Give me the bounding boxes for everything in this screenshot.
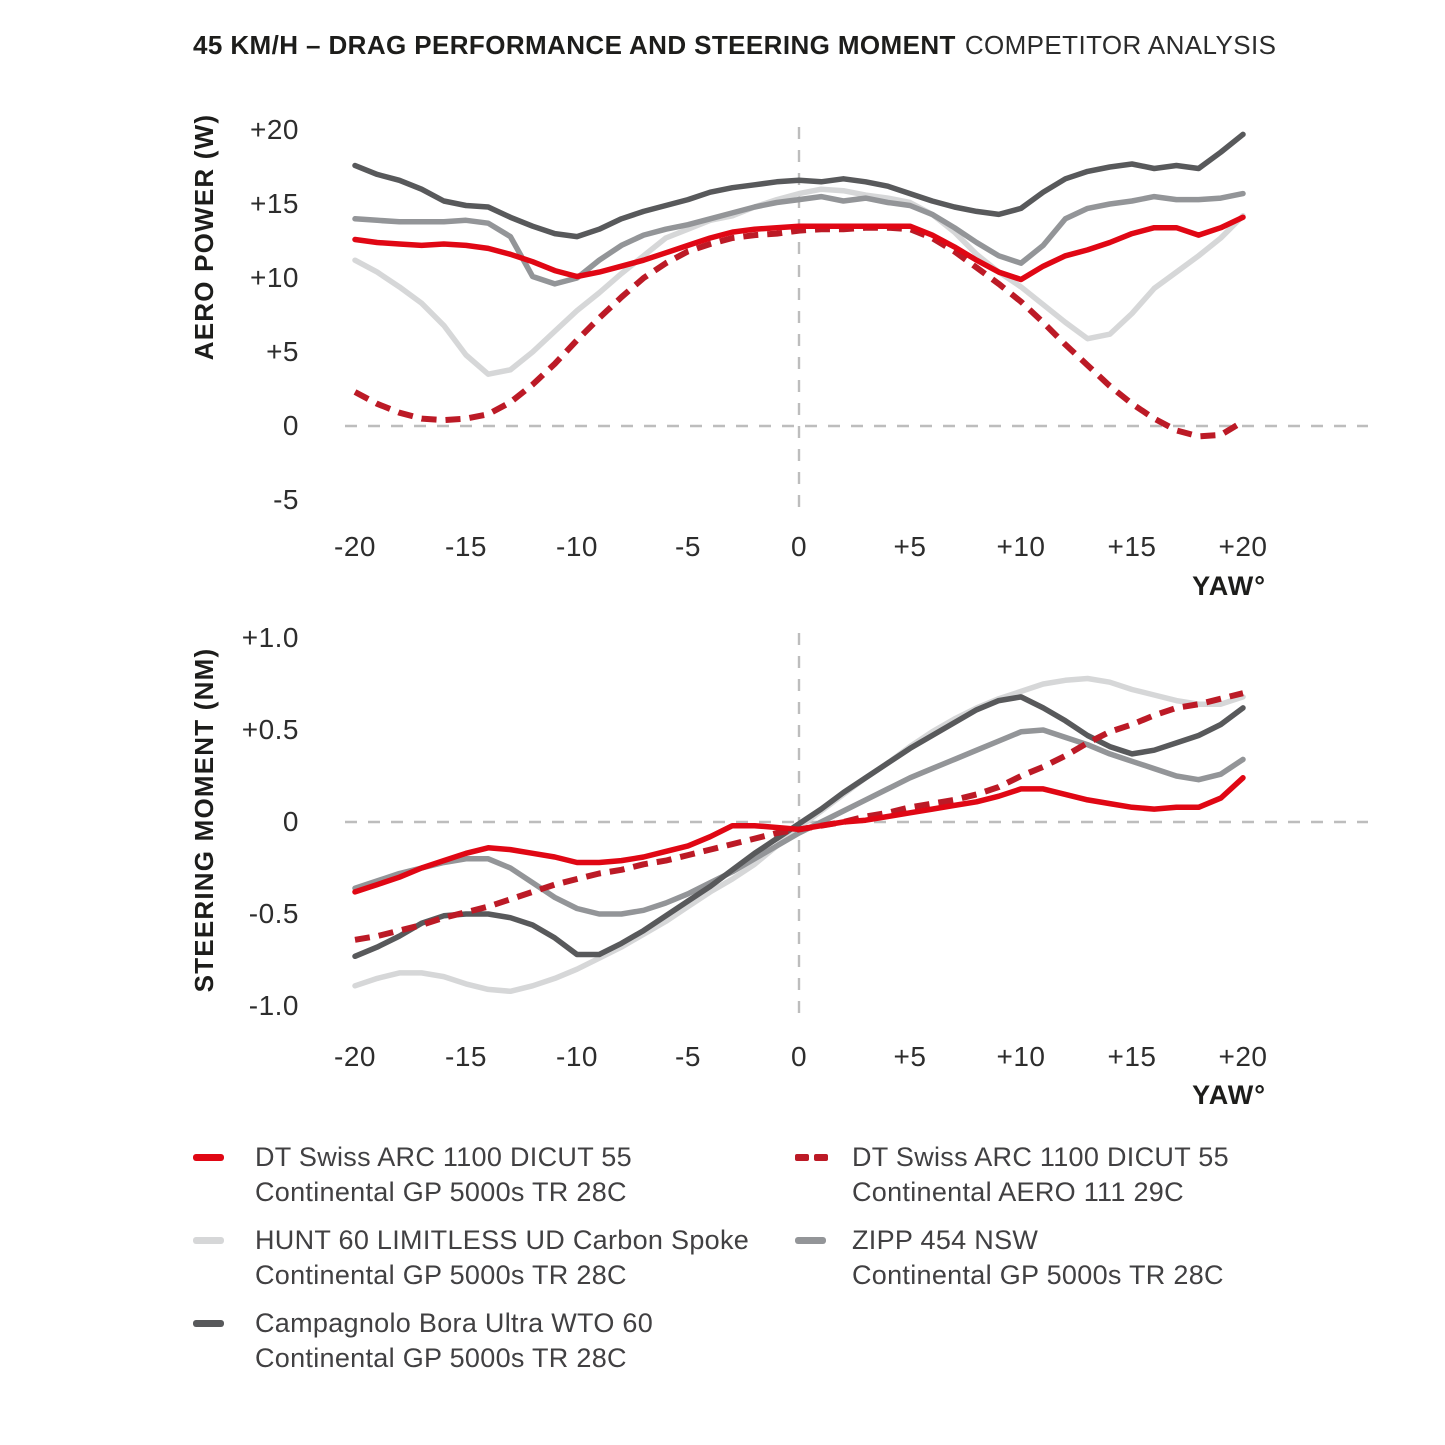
legend-swatch-red-dashed bbox=[814, 1154, 828, 1161]
aero_power-y-tick-label: +5 bbox=[266, 336, 299, 367]
legend-swatch-light-gray-solid bbox=[193, 1237, 224, 1244]
page-title: 45 KM/H – DRAG PERFORMANCE AND STEERING … bbox=[193, 30, 1276, 61]
steering_moment-y-tick-label: -1.0 bbox=[248, 990, 299, 1021]
aero_power-y-tick-label: +20 bbox=[250, 114, 299, 145]
aero_power-y-tick-label: +15 bbox=[250, 188, 299, 219]
steering_moment-x-tick-label: -20 bbox=[334, 1041, 376, 1072]
legend-item-name: ZIPP 454 NSW bbox=[852, 1225, 1039, 1255]
legend-item-name: Campagnolo Bora Ultra WTO 60 bbox=[255, 1308, 654, 1338]
steering_moment-x-tick-label: +10 bbox=[996, 1041, 1046, 1072]
legend-item-tire: Continental GP 5000s TR 28C bbox=[852, 1260, 1224, 1290]
steering_moment-y-tick-label: +0.5 bbox=[241, 714, 299, 745]
aero_power-x-tick-label: +15 bbox=[1107, 531, 1157, 562]
legend-item-name: DT Swiss ARC 1100 DICUT 55 bbox=[255, 1142, 632, 1172]
legend-item-name: DT Swiss ARC 1100 DICUT 55 bbox=[852, 1142, 1229, 1172]
steering_moment-x-tick-label: -5 bbox=[675, 1041, 701, 1072]
aero_power-series bbox=[353, 224, 1245, 440]
legend-swatch-dark-gray-solid bbox=[193, 1320, 224, 1327]
aero_power-x-tick-label: +5 bbox=[893, 531, 927, 562]
aero_power-series bbox=[352, 186, 1246, 377]
steering_moment-series bbox=[352, 675, 1246, 995]
aero_power-x-tick-label: +10 bbox=[996, 531, 1046, 562]
aero_power-x-tick-label: -15 bbox=[445, 531, 487, 562]
aero_power-series bbox=[352, 131, 1246, 240]
legend-item-tire: Continental GP 5000s TR 28C bbox=[255, 1177, 627, 1207]
title-suffix: COMPETITOR ANALYSIS bbox=[964, 30, 1277, 60]
title-main: 45 KM/H – DRAG PERFORMANCE AND STEERING … bbox=[193, 30, 956, 60]
steering_moment-series bbox=[354, 690, 1244, 943]
steering_moment-y-tick-label: +1.0 bbox=[241, 622, 299, 653]
legend-swatch-red-dashed bbox=[795, 1154, 809, 1161]
steering_moment-x-tick-label: +5 bbox=[893, 1041, 927, 1072]
aero_power-x-tick-label: -10 bbox=[556, 531, 598, 562]
aero_power-y-tick-label: -5 bbox=[273, 484, 299, 515]
aero_power-x-tick-label: -20 bbox=[334, 531, 376, 562]
aero_power-series bbox=[352, 190, 1246, 287]
aero_power-x-tick-label: 0 bbox=[790, 531, 808, 562]
steering_moment-y-tick-label: 0 bbox=[282, 806, 299, 837]
yaw-axis-label-top: YAW° bbox=[1192, 571, 1266, 601]
legend-item-name: HUNT 60 LIMITLESS UD Carbon Spoke bbox=[255, 1225, 750, 1255]
legend-item-tire: Continental GP 5000s TR 28C bbox=[255, 1260, 627, 1290]
aero_power-y-tick-label: +10 bbox=[250, 262, 299, 293]
steering_moment-series bbox=[352, 727, 1246, 917]
aero_power-x-tick-label: -5 bbox=[675, 531, 701, 562]
steering_moment-x-tick-label: -15 bbox=[445, 1041, 487, 1072]
steering_moment-y-tick-label: -0.5 bbox=[248, 898, 299, 929]
steering_moment-x-tick-label: -10 bbox=[556, 1041, 598, 1072]
aero_power-series bbox=[352, 214, 1246, 283]
steering_moment-x-tick-label: 0 bbox=[790, 1041, 808, 1072]
steering_moment-x-tick-label: +15 bbox=[1107, 1041, 1157, 1072]
aero_power-x-tick-label: +20 bbox=[1218, 531, 1268, 562]
steering_moment-series bbox=[352, 775, 1246, 895]
legend-item-tire: Continental AERO 111 29C bbox=[852, 1177, 1184, 1207]
steering_moment-series bbox=[352, 694, 1246, 960]
aero_power-y-tick-label: 0 bbox=[282, 410, 299, 441]
yaw-axis-label-bottom: YAW° bbox=[1192, 1080, 1266, 1110]
legend-swatch-red-solid bbox=[193, 1154, 224, 1161]
steering_moment-x-tick-label: +20 bbox=[1218, 1041, 1268, 1072]
legend-item-tire: Continental GP 5000s TR 28C bbox=[255, 1343, 627, 1373]
legend-swatch-medium-gray-solid bbox=[795, 1237, 826, 1244]
